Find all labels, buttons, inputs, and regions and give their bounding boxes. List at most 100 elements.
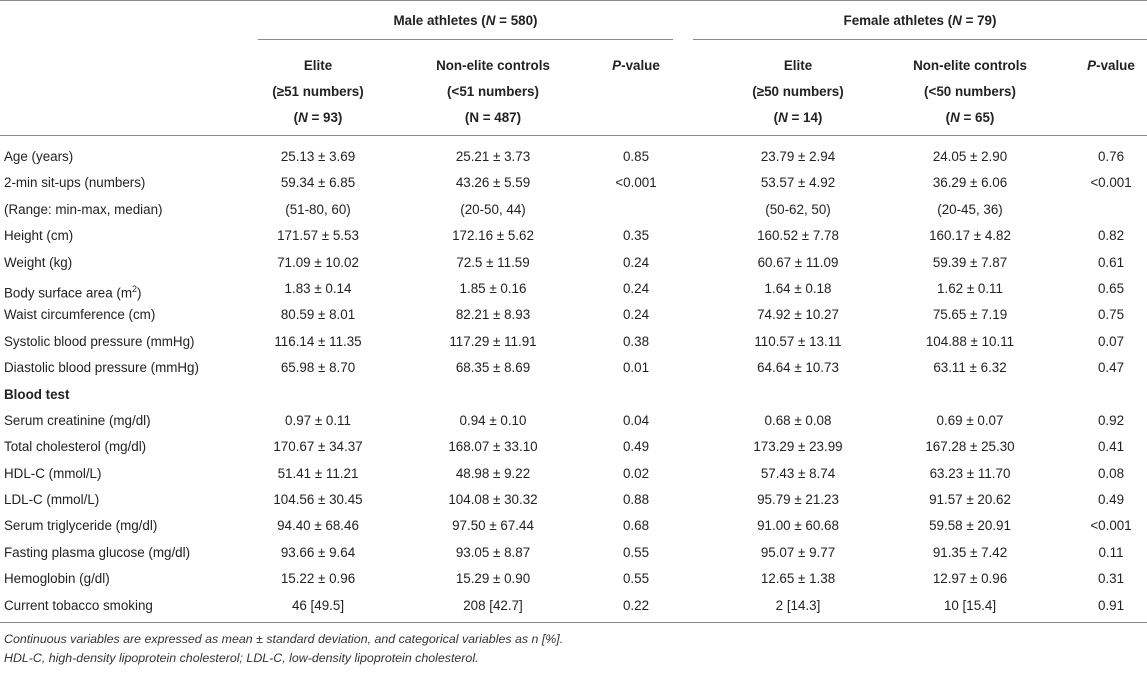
female-group-header: Female athletes (N = 79) (843, 13, 997, 28)
row-label: LDL-C (mmol/L) (4, 487, 99, 513)
table-row: Serum creatinine (mg/dl) 0.97 ± 0.11 0.94 … (0, 408, 1147, 434)
table-row: Current tobacco smoking 46 [49.5] 208 [42.… (0, 593, 1147, 619)
female-elite-value: 2 [14.3] (775, 597, 821, 613)
female-elite-value: 0.68 ± 0.08 (764, 412, 832, 428)
male-controls-value: 172.16 ± 5.62 (452, 228, 534, 244)
male-controls-header: Non-elite controls (<51 numbers) (N = 48… (436, 58, 550, 125)
female-elite-value: 110.57 ± 13.11 (754, 333, 842, 349)
table-row: Body surface area (m2) 1.83 ± 0.14 1.85 ± … (0, 276, 1147, 302)
female-controls-value: 75.65 ± 7.19 (932, 307, 1008, 323)
male-controls-value: 168.07 ± 33.10 (448, 439, 538, 455)
male-p-value: 0.55 (622, 544, 650, 560)
male-p-value: 0.22 (622, 597, 650, 613)
male-controls-value: 48.98 ± 9.22 (455, 465, 531, 481)
row-label: (Range: min-max, median) (4, 197, 163, 223)
female-controls-value: 24.05 ± 2.90 (932, 149, 1008, 164)
row-label: Hemoglobin (g/dl) (4, 566, 110, 592)
male-elite-value: 80.59 ± 8.01 (280, 307, 356, 323)
male-elite-value: 170.67 ± 34.37 (273, 439, 363, 455)
table-top-rule (0, 0, 1147, 1)
row-label-text: Weight (kg) (4, 254, 73, 270)
table-row: Serum triglyceride (mg/dl) 94.40 ± 68.46 9… (0, 513, 1147, 539)
row-label: Total cholesterol (mg/dl) (4, 434, 146, 460)
row-label: Serum triglyceride (mg/dl) (4, 513, 157, 539)
female-p-value: 0.75 (1097, 307, 1125, 323)
row-label-superscript: 2 (132, 283, 138, 294)
male-controls-value: 104.08 ± 30.32 (448, 492, 538, 508)
table-row: Weight (kg) 71.09 ± 10.02 72.5 ± 11.59 0.24… (0, 250, 1147, 276)
female-controls-value: 0.69 ± 0.07 (936, 412, 1004, 428)
female-p-value: 0.92 (1097, 412, 1125, 428)
row-label-text: Height (cm) (4, 228, 74, 244)
male-elite-value: 171.57 ± 5.53 (277, 228, 359, 244)
male-elite-value: (51-80, 60) (285, 201, 351, 217)
row-label-text: LDL-C (mmol/L) (4, 492, 100, 508)
row-label: Height (cm) (4, 223, 73, 249)
male-controls-value: 97.50 ± 67.44 (452, 518, 534, 534)
female-p-value: 0.76 (1097, 149, 1125, 164)
female-controls-value: 91.35 ± 7.42 (932, 544, 1008, 560)
female-elite-value: 57.43 ± 8.74 (760, 465, 836, 481)
male-controls-value: 208 [42.7] (463, 597, 523, 613)
female-controls-value: 63.23 ± 11.70 (929, 465, 1011, 481)
female-p-value: 0.11 (1098, 544, 1124, 560)
male-controls-value: 15.29 ± 0.90 (455, 571, 531, 587)
male-elite-value: 93.66 ± 9.64 (280, 544, 356, 560)
female-elite-header: Elite (≥50 numbers) (N = 14) (752, 58, 844, 125)
female-elite-value: 95.79 ± 21.23 (757, 492, 839, 508)
male-controls-value: 25.21 ± 3.73 (455, 149, 531, 164)
female-controls-value: 104.88 ± 10.11 (925, 333, 1015, 349)
row-label: Diastolic blood pressure (mmHg) (4, 355, 199, 381)
male-elite-value: 15.22 ± 0.96 (280, 571, 356, 587)
section-label: Blood test (4, 382, 69, 408)
row-label-text: Body surface area (m (4, 285, 133, 301)
row-label-text: Waist circumference (cm) (4, 307, 156, 323)
female-elite-value: 95.07 ± 9.77 (760, 544, 836, 560)
male-pvalue-header: P-value (612, 58, 660, 73)
row-label-text: HDL-C (mmol/L) (4, 465, 102, 481)
row-label: 2-min sit-ups (numbers) (4, 170, 145, 196)
male-p-value: 0.35 (622, 228, 650, 244)
male-elite-value: 65.98 ± 8.70 (280, 360, 356, 376)
section-header-row: Blood test (0, 382, 1147, 408)
male-controls-value: 82.21 ± 8.93 (455, 307, 531, 323)
male-controls-value: 0.94 ± 0.10 (459, 412, 527, 428)
female-pvalue-header: P-value (1087, 58, 1135, 73)
male-controls-value: 43.26 ± 5.59 (455, 175, 531, 191)
female-controls-value: 59.39 ± 7.87 (932, 254, 1008, 270)
table-row: Age (years) 25.13 ± 3.69 25.21 ± 3.73 0.85 2… (0, 144, 1147, 170)
male-p-value: 0.49 (622, 439, 650, 455)
female-elite-value: 23.79 ± 2.94 (760, 149, 836, 164)
row-label-text: Serum triglyceride (mg/dl) (4, 518, 158, 534)
row-label-text: Fasting plasma glucose (mg/dl) (4, 544, 191, 560)
row-label: Current tobacco smoking (4, 593, 153, 619)
table-row: LDL-C (mmol/L) 104.56 ± 30.45 104.08 ± 30.… (0, 487, 1147, 513)
female-p-value: 0.07 (1097, 333, 1125, 349)
table-row: 2-min sit-ups (numbers) 59.34 ± 6.85 43.26… (0, 170, 1147, 196)
female-controls-value: 91.57 ± 20.62 (929, 492, 1011, 508)
table-row: Fasting plasma glucose (mg/dl) 93.66 ± 9.… (0, 540, 1147, 566)
female-controls-value: 160.17 ± 4.82 (929, 228, 1011, 244)
male-p-value: 0.24 (622, 280, 650, 296)
male-p-value: 0.02 (622, 465, 650, 481)
row-label: Age (years) (4, 144, 73, 170)
table-row: Total cholesterol (mg/dl) 170.67 ± 34.37 1… (0, 434, 1147, 460)
male-elite-value: 71.09 ± 10.02 (277, 254, 359, 270)
female-p-value: 0.47 (1097, 360, 1125, 376)
male-group-rule (258, 39, 673, 40)
male-elite-value: 94.40 ± 68.46 (277, 518, 359, 534)
table-row: (Range: min-max, median) (51-80, 60) (20-5… (0, 197, 1147, 223)
female-elite-value: 64.64 ± 10.73 (757, 360, 839, 376)
male-controls-value: 1.85 ± 0.16 (459, 280, 527, 296)
male-elite-value: 46 [49.5] (291, 597, 345, 613)
row-label-text: Total cholesterol (mg/dl) (4, 439, 147, 455)
table-row: Waist circumference (cm) 80.59 ± 8.01 82.2… (0, 302, 1147, 328)
table-bottom-rule (0, 622, 1147, 623)
male-controls-value: 72.5 ± 11.59 (456, 254, 530, 270)
row-label-text: Hemoglobin (g/dl) (4, 571, 110, 587)
table-row: Height (cm) 171.57 ± 5.53 172.16 ± 5.62 0.3… (0, 223, 1147, 249)
male-p-value: 0.85 (622, 149, 650, 164)
table-row: Systolic blood pressure (mmHg) 116.14 ± 1… (0, 329, 1147, 355)
table-row: HDL-C (mmol/L) 51.41 ± 11.21 48.98 ± 9.22 0… (0, 461, 1147, 487)
male-elite-header: Elite (≥51 numbers) (N = 93) (272, 58, 364, 125)
